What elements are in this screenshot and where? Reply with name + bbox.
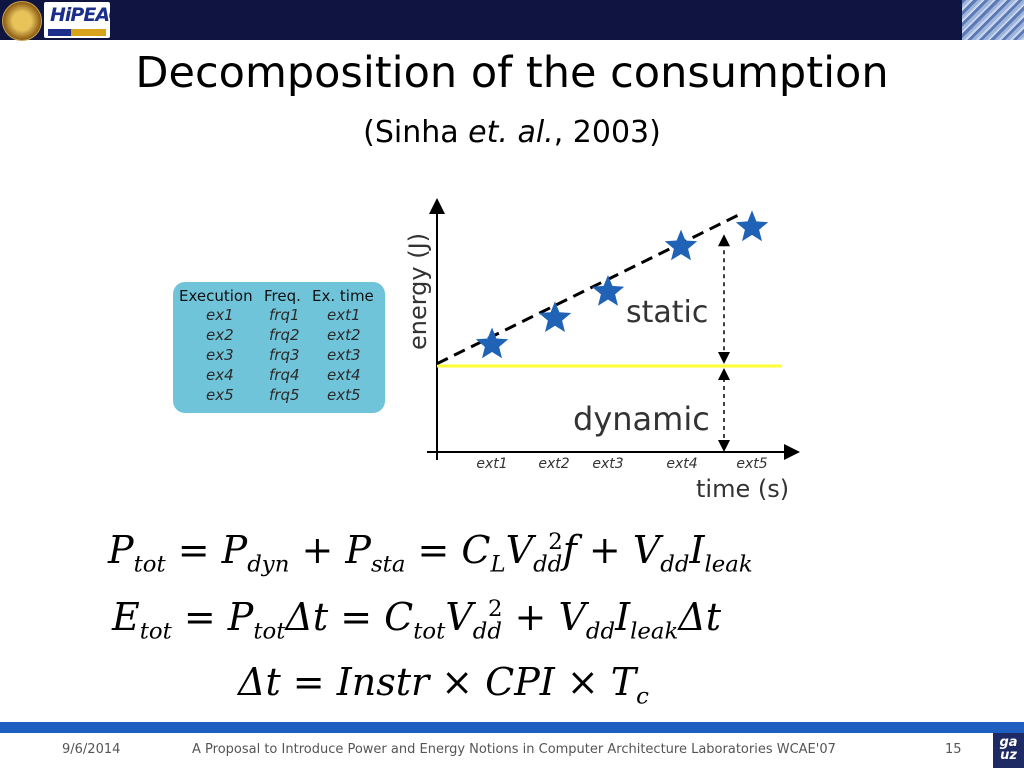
table-cell: frq4 bbox=[269, 366, 300, 384]
dynamic-arrow-top bbox=[718, 368, 730, 381]
gaz-logo: ga uz bbox=[993, 733, 1024, 768]
footer-page-number: 15 bbox=[945, 742, 962, 757]
university-seal-logo bbox=[2, 1, 42, 41]
data-point-star bbox=[591, 275, 625, 306]
subtitle-year: , 2003) bbox=[553, 115, 661, 150]
table-header-extime: Ex. time bbox=[312, 287, 374, 305]
header-bar: HiPEAC bbox=[0, 0, 1024, 41]
y-axis-label: energy (J) bbox=[404, 233, 432, 350]
table-cell: frq1 bbox=[269, 306, 300, 324]
x-axis-label: time (s) bbox=[696, 475, 789, 503]
energy-time-chart: ext1 ext2 ext3 ext4 ext5 time (s) energy (J) st… bbox=[404, 198, 800, 503]
static-arrow-top bbox=[718, 234, 730, 247]
subtitle-author: (Sinha bbox=[363, 115, 469, 150]
hipeac-logo: HiPEAC bbox=[44, 2, 110, 38]
annotation-static: static bbox=[626, 295, 708, 330]
footer-date: 9/6/2014 bbox=[62, 742, 121, 757]
hipeac-logo-text: HiPEAC bbox=[50, 4, 110, 26]
x-tick-label: ext4 bbox=[666, 456, 697, 472]
table-cell: ex2 bbox=[206, 326, 234, 344]
data-point-star bbox=[664, 229, 698, 261]
subtitle-etal: et. al. bbox=[468, 115, 554, 150]
x-tick-label: ext5 bbox=[736, 456, 767, 472]
execution-table: Execution Freq. Ex. time ex1 frq1 ext1 e… bbox=[173, 282, 385, 413]
corner-decoration bbox=[962, 0, 1024, 40]
table-cell: ex1 bbox=[206, 306, 234, 324]
y-axis-arrow bbox=[429, 198, 445, 214]
table-header-execution: Execution bbox=[179, 287, 253, 305]
formula-power: Ptot = Pdyn + Psta = CLVdd2f + VddIleak bbox=[108, 528, 753, 578]
x-tick-label: ext3 bbox=[592, 456, 623, 472]
dynamic-arrow-bottom bbox=[718, 440, 730, 452]
table-cell: ex3 bbox=[206, 346, 234, 364]
static-arrow-bottom bbox=[718, 352, 730, 365]
table-cell: ext4 bbox=[327, 366, 361, 384]
data-point-star bbox=[538, 301, 572, 332]
data-point-star bbox=[475, 327, 509, 359]
data-point-star bbox=[735, 210, 769, 242]
table-cell: frq5 bbox=[269, 386, 300, 404]
table-cell: frq3 bbox=[269, 346, 300, 364]
footer-bar bbox=[0, 722, 1024, 733]
x-axis-arrow bbox=[784, 444, 800, 460]
table-cell: ex4 bbox=[206, 366, 234, 384]
formula-delta-t: Δt = Instr × CPI × Tc bbox=[238, 660, 649, 710]
table-cell: ex5 bbox=[206, 386, 234, 404]
table-cell: ext2 bbox=[327, 326, 361, 344]
table-cell: ext5 bbox=[327, 386, 361, 404]
slide-title: Decomposition of the consumption bbox=[135, 48, 889, 98]
table-header-freq: Freq. bbox=[264, 287, 301, 305]
x-tick-label: ext1 bbox=[476, 456, 507, 472]
table-cell: frq2 bbox=[269, 326, 300, 344]
formula-energy: Etot = PtotΔt = CtotVdd2 + VddIleakΔt bbox=[112, 595, 722, 645]
footer-caption: A Proposal to Introduce Power and Energy… bbox=[192, 742, 836, 757]
x-tick-label: ext2 bbox=[538, 456, 569, 472]
annotation-dynamic: dynamic bbox=[573, 400, 710, 438]
slide-subtitle: (Sinha et. al., 2003) bbox=[0, 115, 1024, 150]
hipeac-logo-bar bbox=[48, 29, 106, 36]
table-cell: ext3 bbox=[327, 346, 361, 364]
table-cell: ext1 bbox=[327, 306, 361, 324]
